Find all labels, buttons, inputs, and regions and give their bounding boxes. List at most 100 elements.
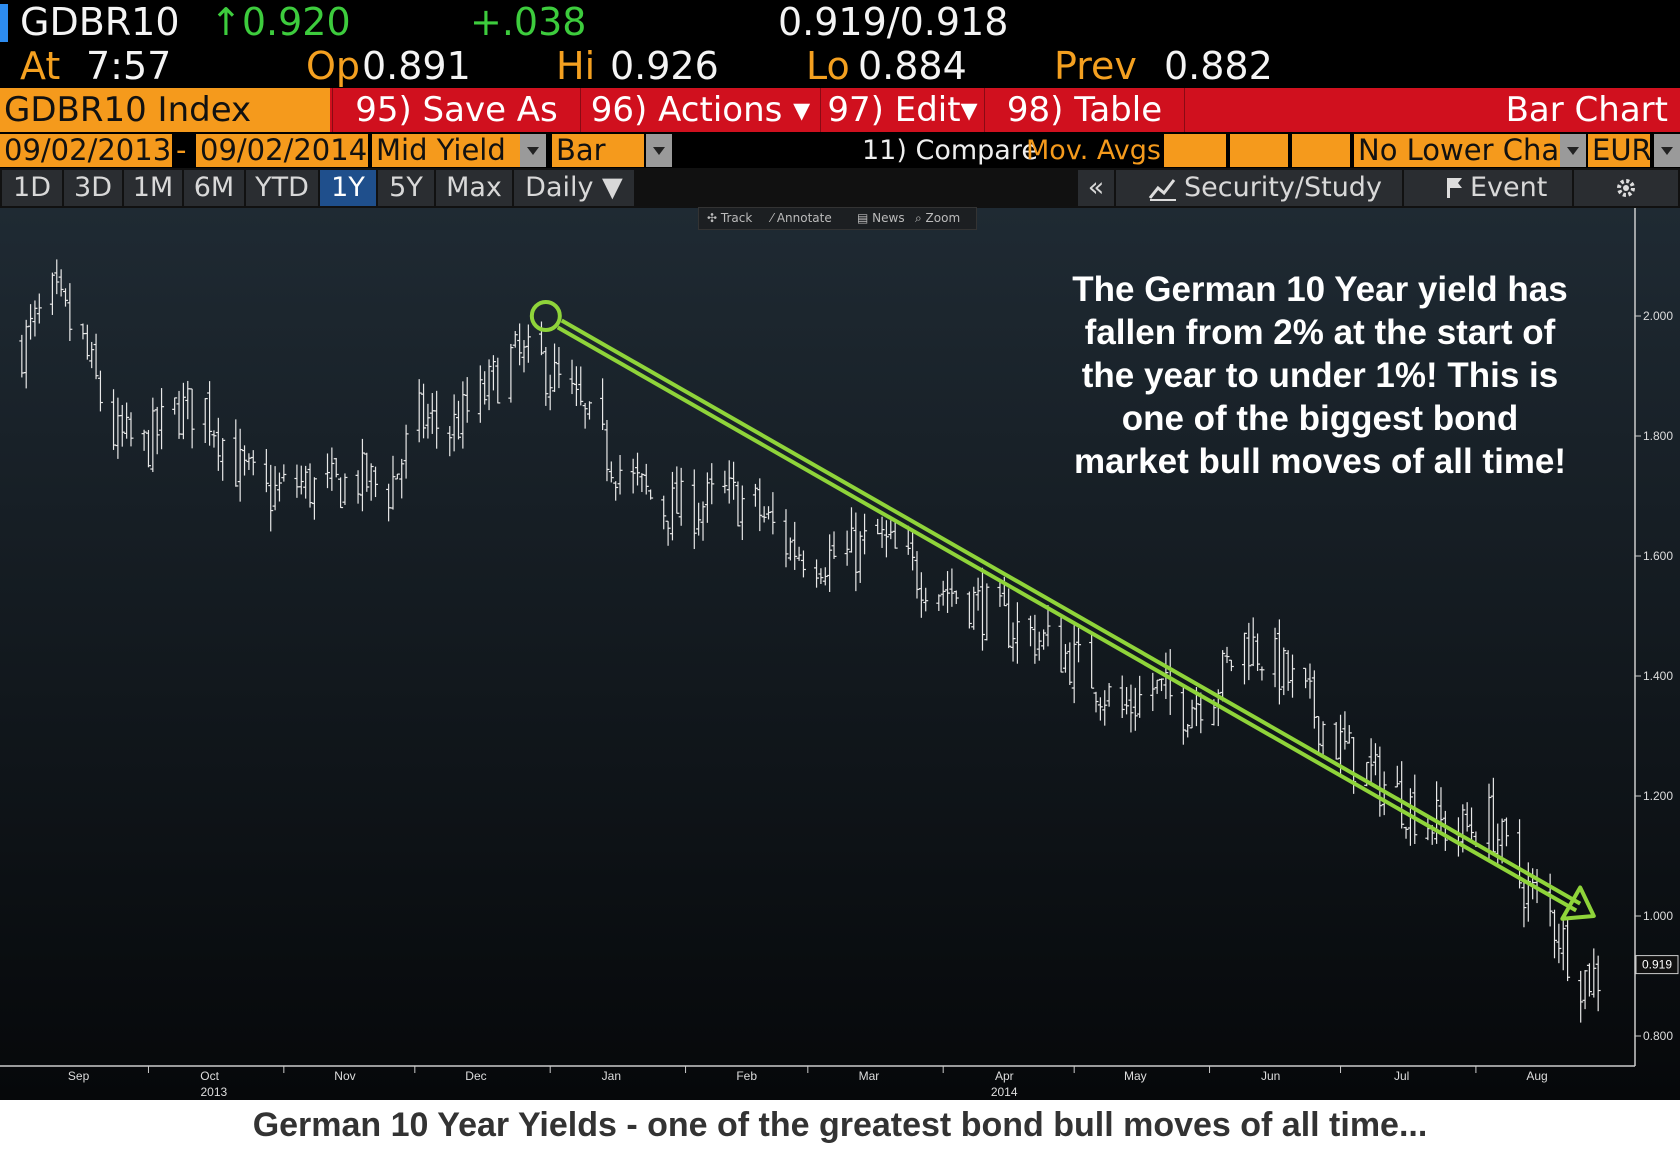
- ohlc-bar: [1285, 650, 1291, 691]
- ohlc-bar: [119, 404, 125, 447]
- edit-menu[interactable]: 97) Edit▾: [820, 88, 984, 132]
- at-label: At: [20, 44, 61, 88]
- ohlc-bar: [215, 417, 221, 471]
- ohlc-bar: [1586, 963, 1592, 997]
- period-6m[interactable]: 6M: [184, 170, 244, 206]
- security-study-button[interactable]: Security/Study: [1116, 170, 1402, 206]
- study-slot-3[interactable]: [1292, 134, 1350, 167]
- period-3d[interactable]: 3D: [64, 170, 122, 206]
- compare-button[interactable]: 11) Compare: [862, 135, 1038, 166]
- gear-icon: [1617, 179, 1635, 197]
- annotate-tool[interactable]: ⁄ Annotate: [771, 211, 832, 225]
- lower-chart-select[interactable]: No Lower Chart: [1354, 134, 1560, 167]
- ohlc-bar: [272, 466, 278, 511]
- period-1m[interactable]: 1M: [124, 170, 182, 206]
- ohlc-bar: [159, 388, 165, 450]
- ohlc-bar: [735, 481, 741, 527]
- security-field[interactable]: GDBR10 Index: [0, 88, 330, 132]
- field-dropdown-icon[interactable]: [520, 134, 546, 167]
- ohlc-bar: [512, 331, 518, 348]
- ohlc-bar: [359, 438, 365, 512]
- ohlc-bar: [1368, 738, 1374, 783]
- ohlc-bar: [1442, 810, 1448, 851]
- y-tick-label: 1.400: [1643, 669, 1673, 683]
- chart-style-select[interactable]: Bar: [552, 134, 644, 167]
- prev-label: Prev: [1054, 44, 1137, 88]
- ohlc-bar: [508, 343, 514, 403]
- table-button[interactable]: 98) Table: [984, 88, 1184, 132]
- news-label: News: [872, 211, 905, 225]
- study-slot-2[interactable]: [1230, 134, 1288, 167]
- event-button[interactable]: Event: [1404, 170, 1572, 206]
- ohlc-bar: [1124, 687, 1130, 715]
- track-label: Track: [720, 211, 753, 225]
- ohlc-bar: [827, 534, 833, 592]
- ohlc-bar: [434, 390, 440, 449]
- ohlc-bar: [1097, 697, 1103, 721]
- ohlc-bar: [237, 428, 243, 502]
- period-ytd[interactable]: YTD: [246, 170, 318, 206]
- news-tool[interactable]: ▤ News: [857, 211, 905, 225]
- yield-bar-chart[interactable]: 2.000 1.800 1.600 1.400 1.200 1.000 0.800 Sep O…: [0, 208, 1680, 1100]
- ohlc-bar: [1307, 663, 1313, 699]
- y-tick-label: 1.600: [1643, 549, 1673, 563]
- security-study-label: Security/Study: [1184, 172, 1382, 203]
- chart-style-dropdown-icon[interactable]: [646, 134, 672, 167]
- save-as-button[interactable]: 95) Save As: [332, 88, 580, 132]
- currency-dropdown-icon[interactable]: [1654, 134, 1680, 167]
- ohlc-bar: [674, 466, 680, 514]
- quote-header: GDBR10 ↑0.920 +.038 0.919/0.918 At 7:57 …: [0, 0, 1680, 88]
- ohlc-bar: [1185, 723, 1191, 738]
- annotate-label: Annotate: [776, 211, 832, 225]
- ohlc-bar: [150, 397, 156, 473]
- ohlc-bar: [831, 531, 837, 559]
- ohlc-bar: [783, 509, 789, 568]
- ohlc-bar: [403, 424, 409, 479]
- year-label: 2013: [200, 1085, 227, 1099]
- ticker[interactable]: GDBR10: [20, 0, 180, 44]
- currency-select[interactable]: EUR: [1588, 134, 1650, 167]
- actions-menu[interactable]: 96) Actions ▾: [580, 88, 820, 132]
- ohlc-bar: [1346, 725, 1352, 744]
- field-select[interactable]: Mid Yield: [372, 134, 520, 167]
- ohlc-bar: [1041, 629, 1047, 650]
- y-axis-ticks: 2.000 1.800 1.600 1.400 1.200 1.000 0.800: [1635, 309, 1673, 1043]
- frequency-select[interactable]: Daily ▼: [514, 170, 634, 206]
- period-1y[interactable]: 1Y: [320, 170, 376, 206]
- ohlc-bar: [62, 288, 68, 307]
- ohlc-bar: [661, 495, 667, 530]
- high-value: 0.926: [610, 44, 719, 88]
- y-tick-label: 1.000: [1643, 909, 1673, 923]
- ohlc-bar: [582, 402, 588, 429]
- ohlc-bar: [342, 473, 348, 505]
- period-max[interactable]: Max: [436, 170, 512, 206]
- track-tool[interactable]: ✣ Track: [707, 211, 753, 225]
- end-date-field[interactable]: 09/02/2014: [196, 134, 368, 167]
- ohlc-bar: [1342, 711, 1348, 750]
- ohlc-bar: [945, 571, 951, 613]
- ohlc-bar: [814, 559, 820, 588]
- function-toolbar: GDBR10 Index 95) Save As 96) Actions ▾ 9…: [0, 88, 1680, 132]
- ohlc-bar: [1036, 631, 1042, 661]
- settings-button[interactable]: [1574, 170, 1678, 206]
- study-slot-1[interactable]: [1164, 134, 1226, 167]
- ohlc-bar: [1276, 619, 1282, 705]
- ohlc-bar: [36, 293, 42, 324]
- ohlc-bar: [1521, 878, 1527, 928]
- period-1d[interactable]: 1D: [2, 170, 62, 206]
- ohlc-bar: [298, 465, 304, 495]
- ohlc-bar: [32, 300, 38, 337]
- start-date-field[interactable]: 09/02/2013: [0, 134, 172, 167]
- mov-avgs-button[interactable]: Mov. Avgs: [1026, 135, 1161, 166]
- period-5y[interactable]: 5Y: [378, 170, 434, 206]
- collapse-button[interactable]: «: [1078, 170, 1114, 206]
- ohlc-bar: [1499, 818, 1505, 864]
- ohlc-bar: [1220, 650, 1226, 702]
- ohlc-bar: [613, 481, 619, 501]
- lower-chart-dropdown-icon[interactable]: [1560, 134, 1586, 167]
- zoom-tool[interactable]: ⌕ Zoom: [915, 211, 961, 225]
- ohlc-bar: [1486, 783, 1492, 861]
- ohlc-bar: [268, 464, 274, 532]
- ohlc-bar: [678, 467, 684, 526]
- ohlc-bar: [848, 507, 854, 553]
